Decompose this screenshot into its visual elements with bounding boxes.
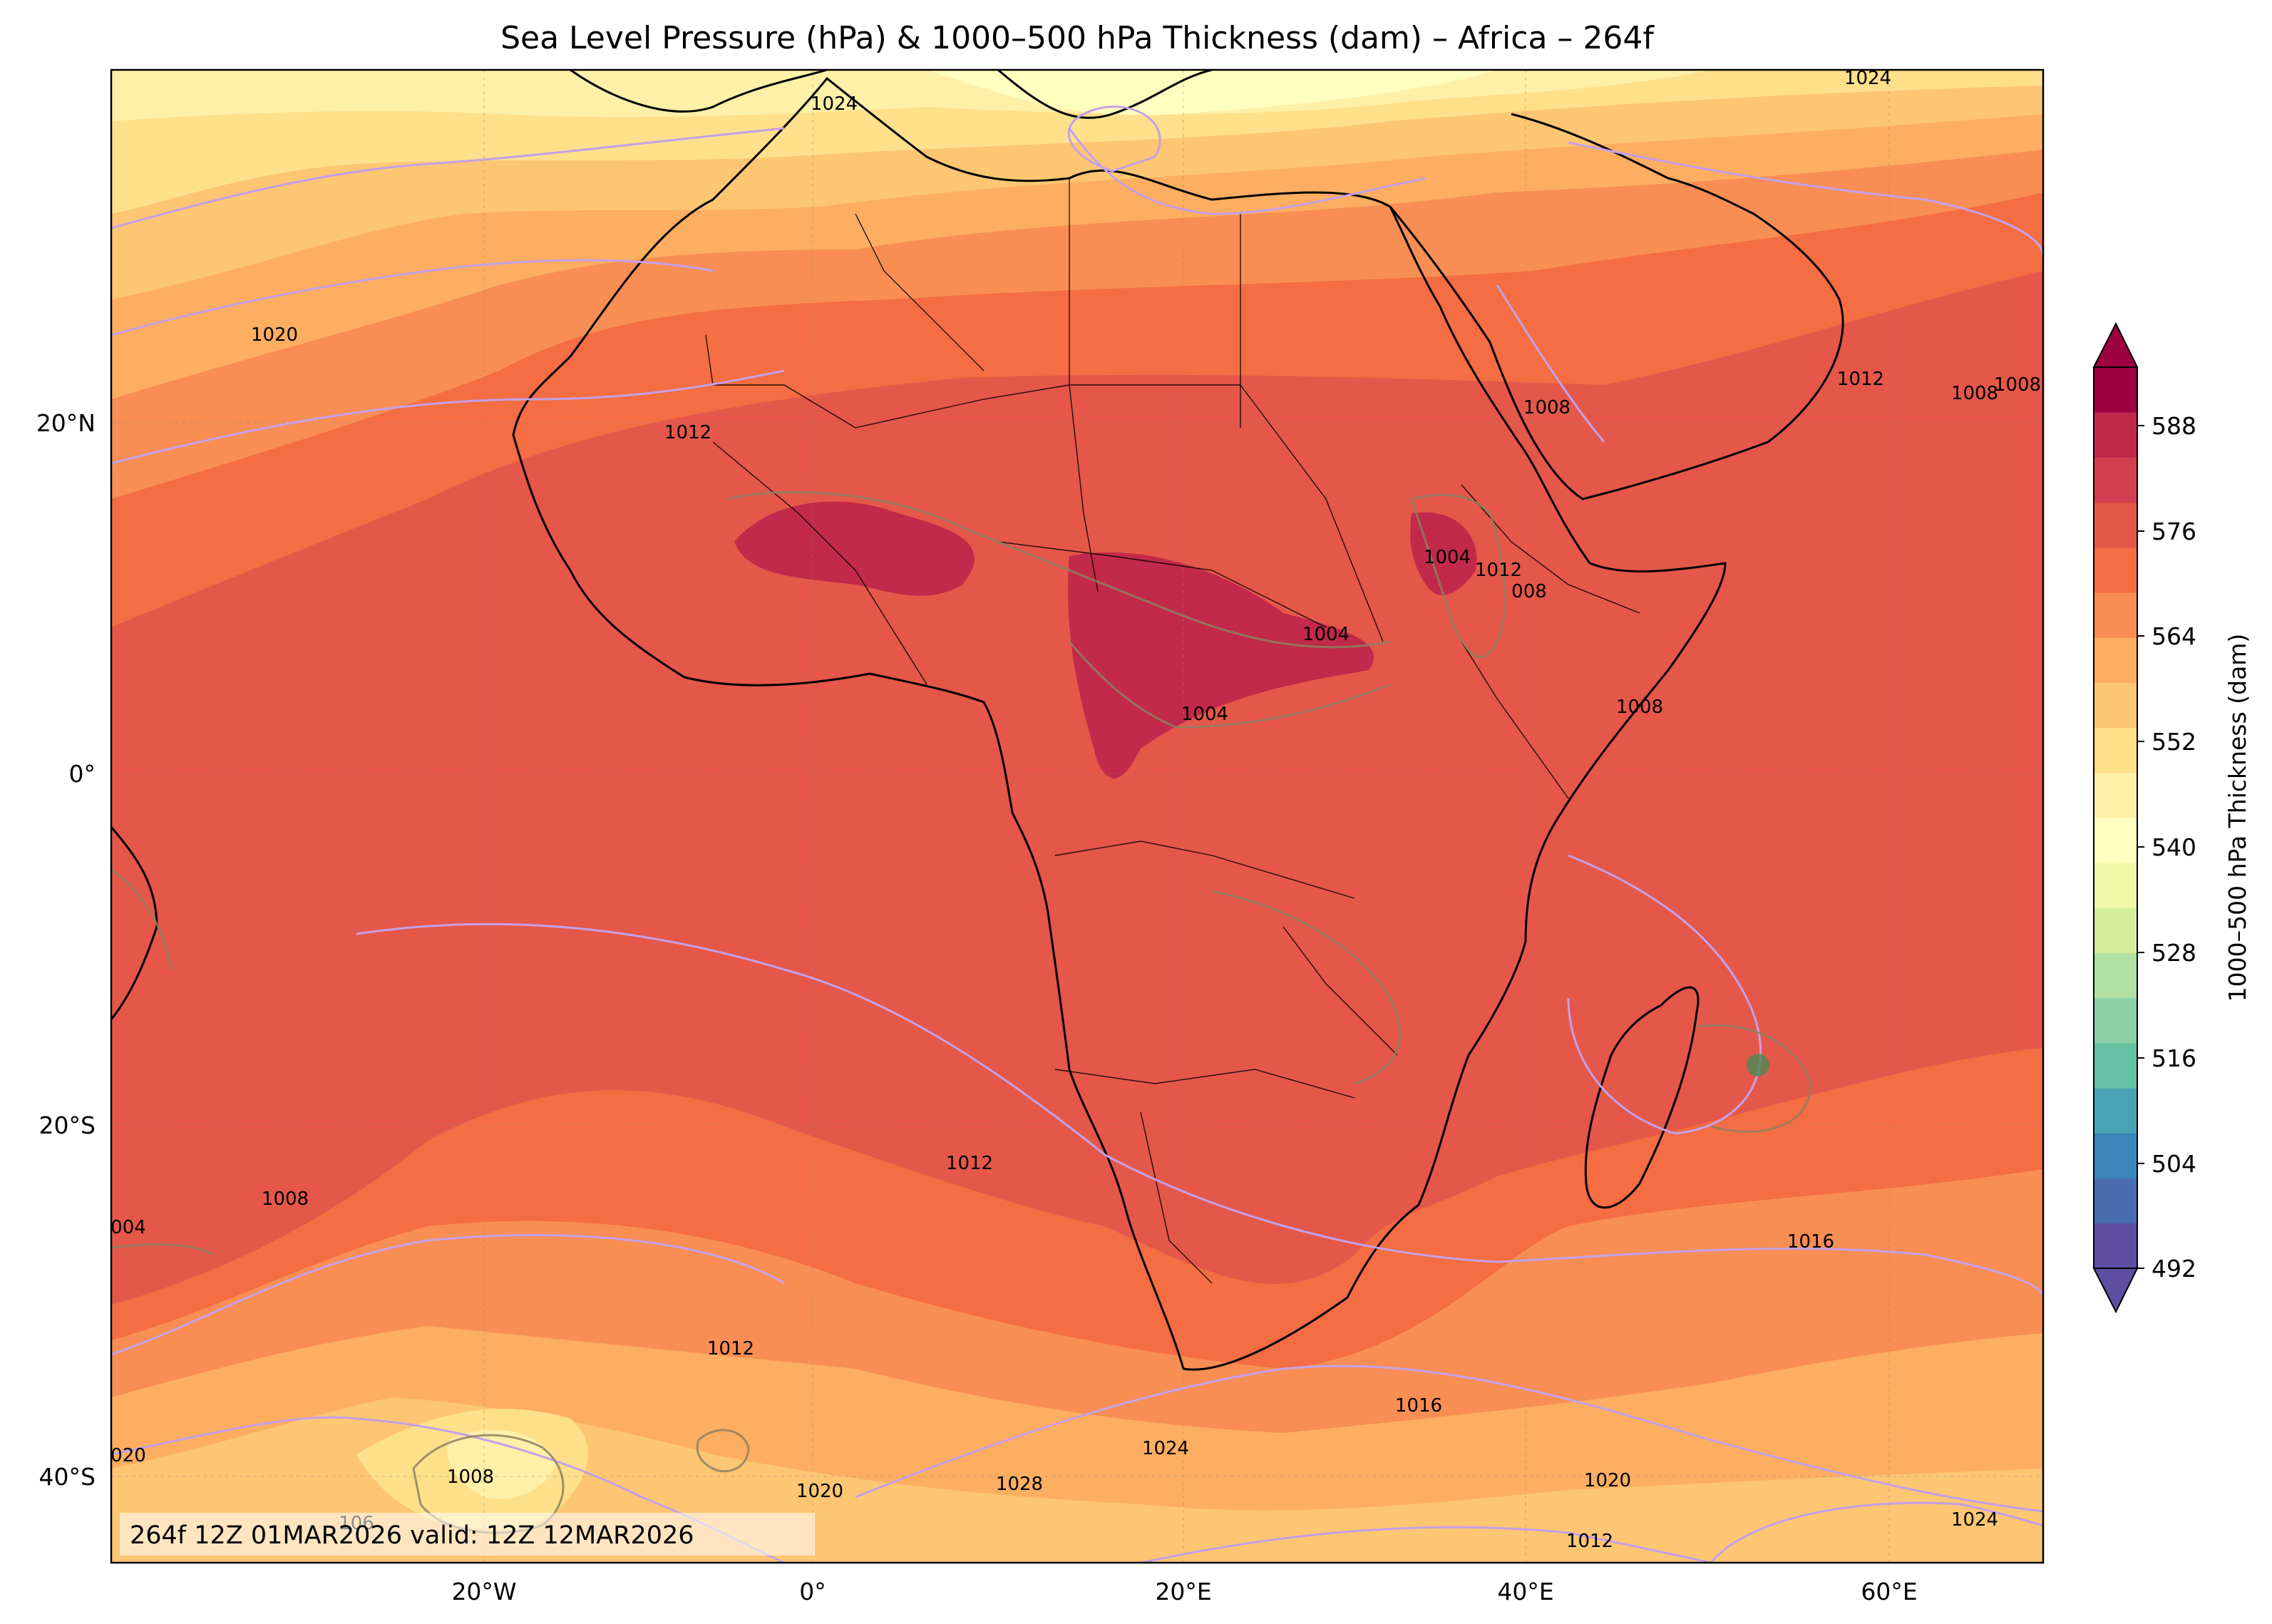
- colorbar-band: [2094, 1223, 2137, 1269]
- country-borders: [705, 178, 1640, 1284]
- colorbar-band: [2094, 502, 2137, 548]
- colorbar-band: [2094, 457, 2137, 503]
- run-info-label: 264f 12Z 01MAR2026 valid: 12Z 12MAR2026: [130, 1521, 694, 1550]
- lon-tick-label: 60°E: [1861, 1578, 1917, 1605]
- africa-coastline: [512, 76, 1727, 1371]
- isobar-label: 1012: [1475, 560, 1522, 581]
- isobar-label: 1020: [251, 324, 298, 346]
- colorbar-band: [2094, 547, 2137, 593]
- isobar-label: 1012: [664, 422, 711, 443]
- isobar-label: 1016: [1787, 1231, 1834, 1253]
- colorbar-bands: [2094, 367, 2137, 1269]
- colorbar-tick-label: 540: [2152, 833, 2196, 861]
- graticule: [111, 70, 2043, 1563]
- lat-tick-label: 0°: [69, 760, 96, 788]
- isobar-label: 1012: [1837, 369, 1884, 390]
- colorbar-bottom-arrow: [2092, 1268, 2139, 1314]
- isobar-label: 1024: [1142, 1438, 1189, 1459]
- colorbar-band: [2094, 952, 2137, 999]
- isobar-label: 1024: [1951, 1509, 1998, 1531]
- thickness-warm-pool-central: [1068, 552, 1374, 778]
- colorbar-tick-label: 576: [2152, 518, 2196, 545]
- arabia-coastline: [1389, 113, 1844, 500]
- colorbar-band: [2094, 818, 2137, 863]
- colorbar-band: [2094, 682, 2137, 729]
- chart-title: Sea Level Pressure (hPa) & 1000–500 hPa …: [500, 20, 1655, 56]
- colorbar-band: [2094, 637, 2137, 683]
- colorbar-tick-label: 552: [2152, 728, 2196, 756]
- isobar-label: 1004: [1424, 547, 1471, 568]
- lat-tick-label: 20°S: [39, 1111, 96, 1139]
- colorbar-tick-label: 528: [2152, 939, 2196, 967]
- isobar-label: 1008: [1951, 383, 1998, 404]
- colorbar-band: [2094, 592, 2137, 638]
- colorbar-band: [2094, 1178, 2137, 1224]
- isobar-label: 1024: [811, 93, 858, 115]
- isobar-label: 1020: [1584, 1470, 1631, 1491]
- lat-axis: 20°N 0° 20°S 40°S: [36, 409, 96, 1491]
- coastlines: [111, 70, 1844, 1371]
- colorbar-band: [2094, 772, 2137, 818]
- cyclone-marker: [1747, 1054, 1769, 1076]
- isobar-label: 1008: [1616, 697, 1663, 718]
- isobar-label: 1012: [1566, 1531, 1613, 1552]
- colorbar-band: [2094, 908, 2137, 954]
- colorbar-frame: [2093, 366, 2138, 1269]
- colorbar-tick-label: 516: [2152, 1044, 2196, 1072]
- isobar-label: 1012: [707, 1338, 754, 1360]
- thickness-band-south-546: [447, 1429, 556, 1499]
- lon-tick-label: 20°E: [1155, 1578, 1211, 1605]
- isobar-label: 1016: [1395, 1395, 1442, 1417]
- colorbar-tick-label: 588: [2152, 412, 2196, 440]
- isobars: [111, 106, 2043, 1563]
- lon-tick-label: 0°: [799, 1578, 826, 1605]
- colorbar-band: [2094, 367, 2137, 413]
- lon-tick-label: 40°E: [1497, 1578, 1553, 1605]
- thickness-warm-pool-west: [734, 501, 975, 596]
- footer-box: [120, 1513, 815, 1556]
- isobar-label: 008: [1511, 581, 1547, 602]
- colorbar-band: [2094, 997, 2137, 1044]
- south-america-coastline: [111, 826, 158, 1020]
- isobar-label: 1024: [1844, 68, 1891, 89]
- colorbar-band: [2094, 727, 2137, 774]
- isobar-label: 1008: [1994, 374, 2041, 396]
- lon-axis: 20°W 0° 20°E 40°E 60°E: [451, 1578, 1917, 1605]
- colorbar-band: [2094, 863, 2137, 908]
- lat-tick-label: 40°S: [39, 1463, 96, 1491]
- isobar-label: 1028: [996, 1474, 1043, 1495]
- colorbar-tick-label: 564: [2152, 622, 2196, 650]
- europe-coastline: [570, 70, 1213, 119]
- colorbar-band: [2094, 1043, 2137, 1089]
- colorbar-band: [2094, 1088, 2137, 1134]
- isobar-label: 1008: [262, 1188, 309, 1210]
- isobar-label: 1008: [447, 1466, 494, 1488]
- isobar-label: 004: [110, 1217, 146, 1238]
- thickness-warm-pool-east: [1410, 512, 1477, 595]
- isobar-label: 1004: [1302, 624, 1350, 645]
- map-frame: [110, 68, 2045, 1564]
- colorbar-tick-label: 504: [2152, 1150, 2196, 1178]
- lat-tick-label: 20°N: [36, 409, 96, 437]
- isobar-label: 1020: [796, 1481, 843, 1502]
- colorbar-ticks: [2137, 425, 2144, 1269]
- isobar-label: 020: [110, 1445, 146, 1466]
- low-pressure-contours: [111, 490, 1812, 1534]
- isobar-labels: 1024 1020 1012 1008 1012 1008 1004 1012 …: [110, 68, 2041, 1552]
- isobar-label: 1008: [1523, 397, 1571, 418]
- colorbar-top-arrow: [2092, 322, 2139, 368]
- colorbar-label: 1000–500 hPa Thickness (dam): [2224, 634, 2251, 1002]
- colorbar: 492 504 516 528 540 552 564 576 588 1000…: [2092, 322, 2251, 1314]
- isobar-label: 1012: [946, 1153, 993, 1174]
- isobar-label: 1004: [1181, 704, 1228, 725]
- map-panel: 1024 1020 1012 1008 1012 1008 1004 1012 …: [110, 68, 2043, 1563]
- colorbar-band: [2094, 412, 2137, 458]
- colorbar-tick-label: 492: [2152, 1255, 2196, 1283]
- thickness-band-540: [927, 70, 1497, 115]
- lon-tick-label: 20°W: [451, 1578, 516, 1605]
- colorbar-band: [2094, 1133, 2137, 1179]
- madagascar-coastline: [1584, 986, 1700, 1209]
